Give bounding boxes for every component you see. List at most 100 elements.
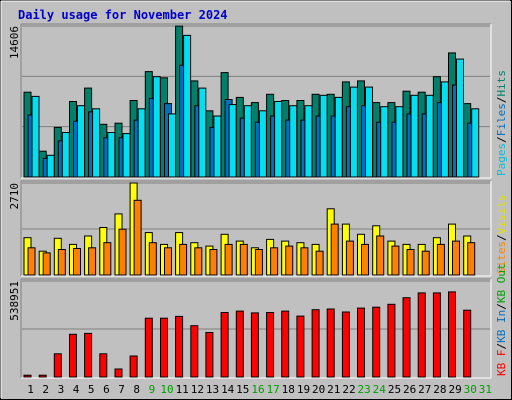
bar-sites-day-17: [270, 247, 279, 276]
bar-sites-day-23: [361, 243, 369, 276]
bar-sites-day-18: [285, 245, 294, 276]
x-label-day-11: 11: [176, 383, 189, 396]
bar-pages-day-17: [274, 101, 283, 178]
bar-sites-day-5: [88, 247, 97, 276]
legend-entry: KB In: [495, 310, 508, 343]
bar-kb-f-day-29: [448, 291, 456, 378]
bar-sites-day-9: [148, 242, 157, 276]
bar-kb-f-day-14: [220, 312, 229, 378]
bar-sites-day-2: [42, 252, 51, 276]
x-label-day-8: 8: [133, 383, 140, 396]
bar-pages-day-9: [152, 76, 161, 178]
bar-pages-day-23: [365, 86, 373, 178]
bar-kb-f-day-23: [357, 307, 365, 378]
bar-kb-f-day-12: [190, 325, 199, 378]
bar-pages-day-28: [440, 81, 449, 178]
x-label-day-1: 1: [27, 383, 34, 396]
bar-pages-day-13: [213, 115, 222, 178]
bar-kb-f-day-27: [417, 292, 426, 378]
bar-kb-f-day-6: [99, 353, 108, 378]
x-label-day-3: 3: [58, 383, 65, 396]
bar-pages-day-3: [61, 132, 70, 178]
panel-legend: Pages/Files/Hits: [495, 70, 508, 176]
bar-pages-day-11: [183, 34, 192, 178]
x-label-day-30: 30: [464, 383, 477, 396]
bar-pages-day-25: [395, 106, 404, 178]
bar-sites-day-19: [300, 247, 309, 276]
bar-pages-day-15: [243, 105, 252, 178]
bar-sites-day-21: [330, 223, 339, 276]
legend-entry: /: [495, 303, 508, 310]
bar-pages-day-1: [31, 95, 40, 178]
x-label-day-5: 5: [88, 383, 95, 396]
bar-kb-f-day-9: [144, 317, 153, 378]
x-label-day-25: 25: [388, 383, 401, 396]
panel-1: 14606 Pages/Files/Hits: [8, 23, 508, 179]
bar-pages-day-26: [410, 94, 419, 178]
x-label-day-2: 2: [42, 383, 49, 396]
legend-entry: KB Out: [495, 263, 508, 303]
bar-sites-day-7: [118, 228, 127, 276]
x-label-day-14: 14: [221, 383, 235, 396]
bar-pages-day-4: [77, 105, 85, 178]
x-label-day-18: 18: [282, 383, 295, 396]
x-label-day-13: 13: [206, 383, 219, 396]
bar-kb-f-day-21: [326, 308, 335, 378]
legend-entry: KB F: [495, 350, 508, 377]
bar-kb-f-day-18: [281, 310, 290, 378]
bar-sites-day-30: [467, 242, 476, 276]
x-label-day-17: 17: [267, 383, 280, 396]
legend-entry: /: [495, 343, 508, 350]
x-label-day-15: 15: [236, 383, 249, 396]
bar-pages-day-22: [349, 86, 358, 178]
bar-pages-day-18: [289, 105, 298, 178]
bar-kb-f-day-19: [296, 315, 305, 378]
panel-legend: KB F/KB In/KB Out: [495, 263, 508, 376]
bar-pages-day-7: [122, 133, 131, 178]
bar-sites-day-28: [436, 243, 445, 276]
bar-pages-day-8: [137, 108, 146, 178]
x-label-day-12: 12: [191, 383, 204, 396]
y-max-label: 14606: [8, 26, 21, 59]
x-label-day-9: 9: [149, 383, 156, 396]
series-kb-f: [23, 291, 472, 378]
y-max-label: 538951: [8, 281, 21, 321]
bar-pages-day-21: [334, 96, 343, 178]
bar-sites-day-29: [452, 240, 460, 276]
bar-sites-day-20: [315, 250, 324, 276]
panel-2: 2710 Sites/Visits: [8, 180, 508, 277]
bar-sites-day-22: [345, 240, 354, 276]
x-label-day-23: 23: [357, 383, 370, 396]
bar-pages-day-5: [92, 108, 101, 178]
bar-sites-day-11: [179, 243, 188, 276]
bar-pages-day-6: [107, 132, 116, 178]
bar-kb-f-day-17: [266, 312, 275, 378]
bar-pages-day-16: [258, 110, 267, 178]
x-label-day-29: 29: [448, 383, 461, 396]
legend-entry: Sites: [495, 241, 508, 274]
x-label-day-4: 4: [73, 383, 80, 396]
bar-sites-day-12: [194, 247, 203, 276]
chart-title: Daily usage for November 2024: [18, 8, 228, 22]
bar-sites-day-14: [224, 243, 233, 276]
bar-sites-day-16: [254, 249, 263, 276]
x-label-day-22: 22: [342, 383, 355, 396]
series-sites: [27, 199, 476, 276]
bar-kb-f-day-7: [114, 368, 123, 378]
bar-kb-f-day-13: [205, 332, 214, 378]
x-label-day-27: 27: [418, 383, 431, 396]
bar-sites-day-15: [239, 243, 248, 276]
x-label-day-28: 28: [433, 383, 446, 396]
bar-pages-day-10: [168, 113, 176, 178]
bar-kb-f-day-30: [463, 309, 472, 378]
bar-sites-day-1: [27, 247, 36, 276]
x-label-day-10: 10: [160, 383, 173, 396]
bar-pages-day-14: [228, 104, 237, 178]
bar-sites-day-27: [421, 250, 430, 276]
x-label-day-7: 7: [118, 383, 125, 396]
legend-entry: Files: [495, 103, 508, 136]
x-label-day-31: 31: [479, 383, 492, 396]
bar-kb-f-day-25: [387, 303, 396, 378]
bar-kb-f-day-4: [69, 333, 77, 378]
